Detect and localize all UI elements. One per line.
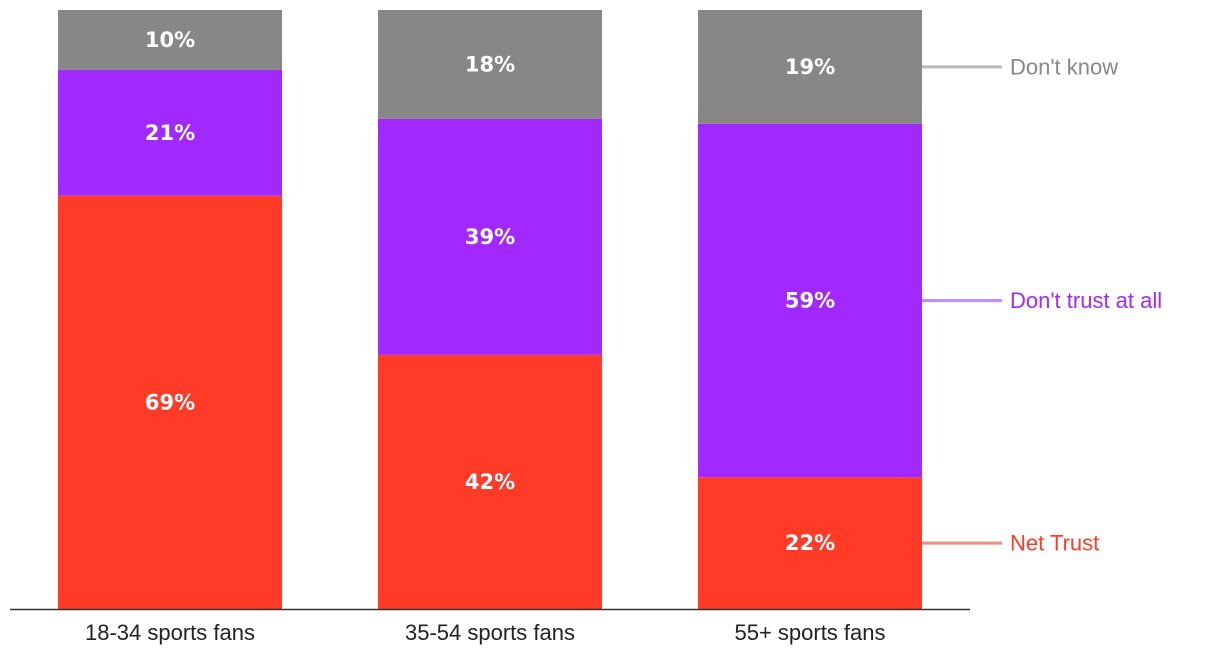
data-label-don-t-know-55-sports-fans: 19%	[785, 55, 835, 79]
legend-label-net-trust: Net Trust	[1010, 531, 1099, 556]
data-label-net-trust-18-34-sports-fans: 69%	[145, 390, 195, 414]
legend: Net Trust Don't trust at all Don't know	[922, 54, 1162, 556]
bar-don-t-trust-at-all-55-sports-fans	[698, 123, 922, 478]
segment-labels-group: 69% 21% 10% 42% 39% 18% 22% 59% 19%	[145, 28, 835, 555]
bar-don-t-trust-at-all-35-54-sports-fans	[378, 118, 602, 355]
bar-don-t-know-18-34-sports-fans	[58, 10, 282, 70]
bars-group	[58, 10, 922, 609]
category-label-18-34-sports-fans: 18-34 sports fans	[85, 620, 255, 645]
data-label-don-t-trust-at-all-35-54-sports-fans: 39%	[465, 225, 515, 249]
bar-net-trust-55-sports-fans	[698, 477, 922, 609]
bar-don-t-know-55-sports-fans	[698, 10, 922, 124]
legend-label-don-t-trust-at-all: Don't trust at all	[1010, 288, 1162, 313]
data-label-net-trust-35-54-sports-fans: 42%	[465, 470, 515, 494]
category-label-35-54-sports-fans: 35-54 sports fans	[405, 620, 575, 645]
bar-net-trust-35-54-sports-fans	[378, 354, 602, 609]
category-labels-group: 18-34 sports fans 35-54 sports fans 55+ sp…	[85, 620, 886, 645]
bar-don-t-know-35-54-sports-fans	[378, 10, 602, 119]
data-label-don-t-know-35-54-sports-fans: 18%	[465, 52, 515, 76]
data-label-don-t-trust-at-all-55-sports-fans: 59%	[785, 289, 835, 313]
data-label-don-t-know-18-34-sports-fans: 10%	[145, 28, 195, 52]
data-label-don-t-trust-at-all-18-34-sports-fans: 21%	[145, 121, 195, 145]
data-label-net-trust-55-sports-fans: 22%	[785, 531, 835, 555]
category-label-55-sports-fans: 55+ sports fans	[734, 620, 885, 645]
bar-net-trust-18-34-sports-fans	[58, 195, 282, 609]
bar-don-t-trust-at-all-18-34-sports-fans	[58, 69, 282, 196]
legend-label-don-t-know: Don't know	[1010, 54, 1118, 79]
